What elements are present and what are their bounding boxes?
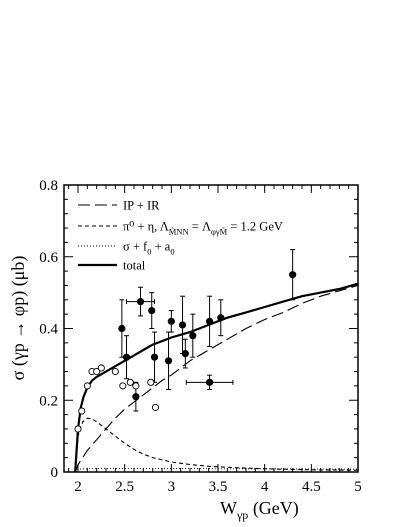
legend-label: total (123, 259, 146, 273)
data-point-filled (181, 350, 189, 358)
legend-label: π⁰ + η, ΛM̃NN = ΛφγM̃ = 1.2 GeV (123, 220, 283, 237)
legend: IP + IR π⁰ + η, ΛM̃NN = ΛφγM̃ = 1.2 GeV σ … (78, 199, 283, 273)
curve-longdash (74, 284, 359, 473)
data-point-open (97, 364, 105, 372)
axis-ticks (64, 184, 359, 473)
x-axis-label: Wγp (GeV) (220, 498, 299, 522)
data-point-open (83, 382, 91, 390)
data-point-filled (122, 353, 131, 361)
legend-label: IP + IR (123, 199, 160, 213)
y-tick-label: 0.8 (39, 178, 58, 194)
error-bars (119, 249, 296, 412)
y-tick-label: 0.2 (39, 393, 58, 409)
x-tick-label: 5 (354, 479, 362, 495)
data-point-filled (206, 378, 214, 386)
data-point-open (119, 382, 127, 390)
y-tick-label: 0.4 (39, 322, 58, 338)
data-point-filled (150, 353, 159, 361)
data-point-filled (164, 357, 173, 365)
x-tick-label: 3.5 (209, 479, 228, 495)
legend-label: σ + f0 + a0 (123, 240, 175, 257)
curve-solid (74, 282, 359, 473)
x-tick-label: 2 (74, 479, 82, 495)
data-point-open (74, 425, 82, 433)
data-point-open (151, 403, 160, 411)
data-point-filled (178, 321, 187, 329)
curve-dash (74, 417, 359, 473)
y-tick-label: 0 (51, 465, 59, 481)
x-tick-label: 3 (168, 479, 176, 495)
y-tick-label: 0.6 (39, 250, 58, 266)
data-point-filled (206, 317, 214, 325)
data-points (74, 271, 297, 433)
x-tick-label: 4.5 (302, 479, 321, 495)
y-axis-label: σ (γp → φp) (μb) (8, 256, 29, 381)
data-point-filled (189, 332, 197, 340)
x-tick-label: 2.5 (115, 479, 134, 495)
data-point-filled (136, 297, 145, 306)
data-point-open (78, 407, 86, 415)
data-point-filled (289, 271, 297, 279)
x-tick-label: 4 (261, 479, 269, 495)
data-point-filled (118, 324, 126, 333)
data-point-open (111, 367, 119, 376)
data-point-filled (167, 317, 175, 325)
data-point-open (93, 367, 101, 376)
data-point-filled (148, 306, 156, 315)
model-curves (74, 282, 359, 473)
tick-labels: 2 2.5 3 3.5 4 4.5 5 0 0.2 0.4 0.6 0.8 (39, 178, 362, 495)
data-point-open (126, 378, 134, 386)
data-point-filled (217, 314, 225, 322)
data-point-open (147, 378, 155, 386)
data-point-open (132, 382, 140, 390)
data-point-filled (132, 393, 140, 401)
